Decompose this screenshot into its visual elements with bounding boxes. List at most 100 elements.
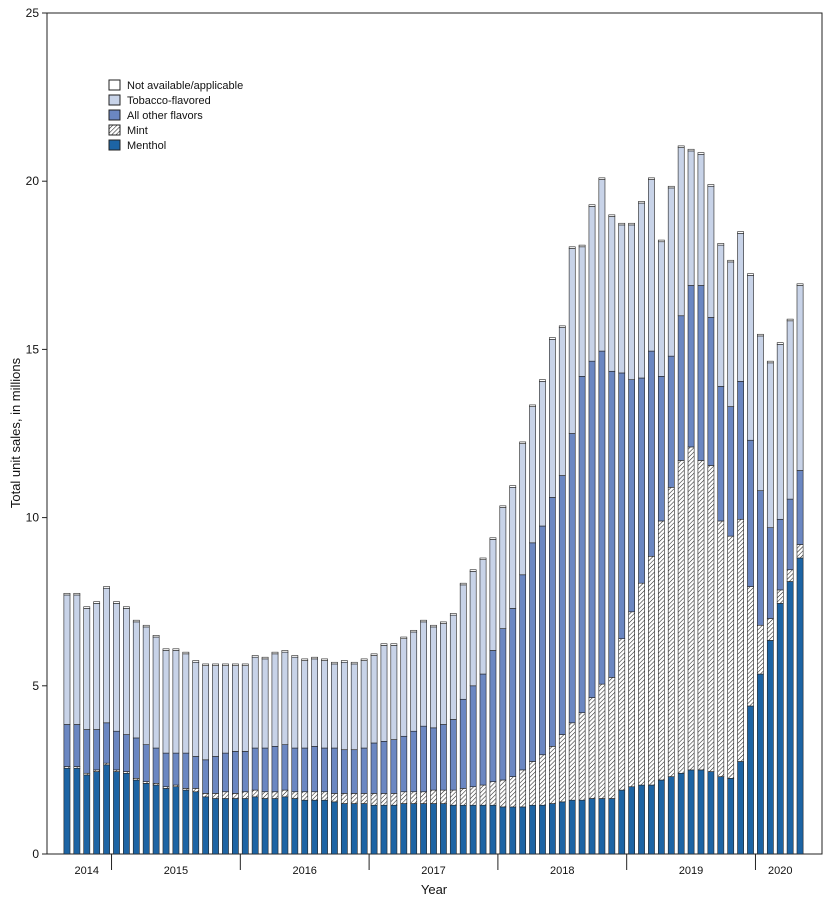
legend-swatch-tobacco	[108, 94, 121, 106]
bar-segment-mint	[776, 589, 784, 604]
bar-segment-all-other-flavors	[449, 719, 457, 791]
bar-segment-menthol	[499, 806, 507, 855]
bar-segment-all-other-flavors	[132, 737, 140, 779]
bar-segment-menthol	[578, 799, 586, 855]
bar-segment-not-available-applicable	[113, 601, 120, 604]
bar-segment-all-other-flavors	[677, 315, 685, 461]
bar-segment-tobacco-flavored	[370, 655, 378, 744]
bar-segment-mint	[430, 789, 437, 804]
bar-segment-not-available-applicable	[499, 505, 507, 508]
bar-segment-menthol	[420, 803, 427, 855]
bar-segment-mint	[311, 791, 318, 801]
bar-segment-all-other-flavors	[766, 527, 774, 619]
bar-segment-not-available-applicable	[410, 629, 418, 633]
bar-segment-all-other-flavors	[93, 729, 101, 771]
bar-segment-tobacco-flavored	[202, 665, 210, 761]
bar-segment-tobacco-flavored	[400, 638, 408, 737]
bar-segment-not-available-applicable	[162, 648, 170, 651]
bar-segment-not-available-applicable	[717, 243, 725, 246]
bar-segment-menthol	[132, 779, 140, 855]
bar-segment-mint	[499, 779, 507, 808]
bar-segment-tobacco-flavored	[608, 216, 616, 372]
bar-segment-menthol	[687, 769, 695, 855]
bar-segment-tobacco-flavored	[638, 202, 645, 379]
bar-segment-all-other-flavors	[667, 355, 675, 488]
bar-segment-all-other-flavors	[598, 350, 606, 685]
bar-segment-mint	[638, 582, 645, 786]
bar-segment-tobacco-flavored	[657, 241, 665, 377]
bar-segment-not-available-applicable	[628, 222, 635, 226]
bar-segment-menthol	[331, 801, 338, 855]
bar-segment-not-available-applicable	[202, 663, 210, 666]
bar-segment-tobacco-flavored	[648, 179, 655, 352]
bar-segment-tobacco-flavored	[360, 660, 368, 749]
bar-segment-not-available-applicable	[489, 537, 497, 540]
bar-segment-tobacco-flavored	[93, 603, 101, 730]
bar-segment-menthol	[727, 778, 735, 855]
bar-segment-menthol	[667, 776, 675, 855]
bar-segment-not-available-applicable	[549, 337, 556, 340]
bar-segment-tobacco-flavored	[440, 623, 447, 725]
bar-segment-menthol	[370, 804, 378, 855]
bar-segment-tobacco-flavored	[350, 663, 358, 751]
bar-segment-not-available-applicable	[83, 606, 91, 609]
bar-segment-menthol	[469, 804, 477, 855]
bar-segment-mint	[271, 791, 279, 799]
bar-segment-mint	[648, 555, 655, 786]
bar-segment-all-other-flavors	[123, 734, 130, 772]
bar-segment-all-other-flavors	[400, 735, 408, 793]
bar-segment-mint	[796, 544, 804, 559]
bar-segment-all-other-flavors	[717, 386, 725, 522]
bar-segment-tobacco-flavored	[489, 539, 497, 651]
bar-segment-all-other-flavors	[707, 317, 715, 466]
bar-segment-not-available-applicable	[588, 204, 596, 207]
year-label: 2015	[164, 865, 188, 877]
bar-segment-not-available-applicable	[638, 201, 645, 204]
bar-segment-not-available-applicable	[212, 663, 219, 666]
bar-segment-menthol	[410, 803, 418, 855]
bar-segment-menthol	[440, 803, 447, 855]
bar-segment-menthol	[608, 798, 616, 855]
bar-segment-menthol	[568, 799, 576, 855]
bar-segment-tobacco-flavored	[568, 248, 576, 434]
x-axis-title: Year	[421, 882, 448, 897]
bar-segment-mint	[420, 791, 427, 804]
bar-segment-mint	[588, 697, 596, 799]
bar-segment-tobacco-flavored	[83, 608, 91, 730]
bar-segment-mint	[192, 788, 200, 793]
y-axis-title: Total unit sales, in millions	[8, 357, 23, 508]
bar-segment-not-available-applicable	[281, 650, 289, 653]
bar-segment-mint	[737, 518, 744, 762]
bar-segment-all-other-flavors	[172, 752, 180, 786]
bar-segment-mint	[350, 793, 358, 804]
bar-segment-not-available-applicable	[311, 656, 318, 660]
bar-segment-mint	[251, 789, 259, 798]
bar-segment-menthol	[113, 771, 120, 855]
y-tick-label: 0	[32, 847, 39, 861]
bar-segment-tobacco-flavored	[588, 206, 596, 362]
bar-segment-menthol	[73, 767, 81, 855]
year-label: 2019	[679, 865, 703, 877]
bar-segment-not-available-applicable	[340, 660, 348, 663]
bar-segment-all-other-flavors	[410, 730, 418, 793]
bar-segment-all-other-flavors	[776, 518, 784, 591]
bar-segment-menthol	[360, 803, 368, 855]
y-tick-label: 10	[26, 511, 40, 525]
bar-segment-tobacco-flavored	[558, 327, 566, 476]
bar-segment-not-available-applicable	[261, 656, 269, 660]
bar-segment-tobacco-flavored	[420, 621, 427, 727]
bar-segment-not-available-applicable	[529, 404, 536, 407]
bar-segment-all-other-flavors	[529, 542, 536, 762]
bar-segment-not-available-applicable	[667, 185, 675, 189]
bar-segment-tobacco-flavored	[628, 224, 635, 380]
bar-segment-not-available-applicable	[677, 145, 685, 148]
bar-segment-menthol	[152, 784, 160, 855]
bar-segment-tobacco-flavored	[410, 631, 418, 732]
bar-segment-menthol	[539, 804, 546, 855]
bar-segment-menthol	[657, 779, 665, 855]
bar-segment-mint	[549, 746, 556, 804]
year-label: 2014	[75, 865, 99, 877]
bar-segment-tobacco-flavored	[142, 626, 150, 745]
bar-segment-not-available-applicable	[420, 619, 427, 623]
bar-segment-menthol	[162, 788, 170, 855]
